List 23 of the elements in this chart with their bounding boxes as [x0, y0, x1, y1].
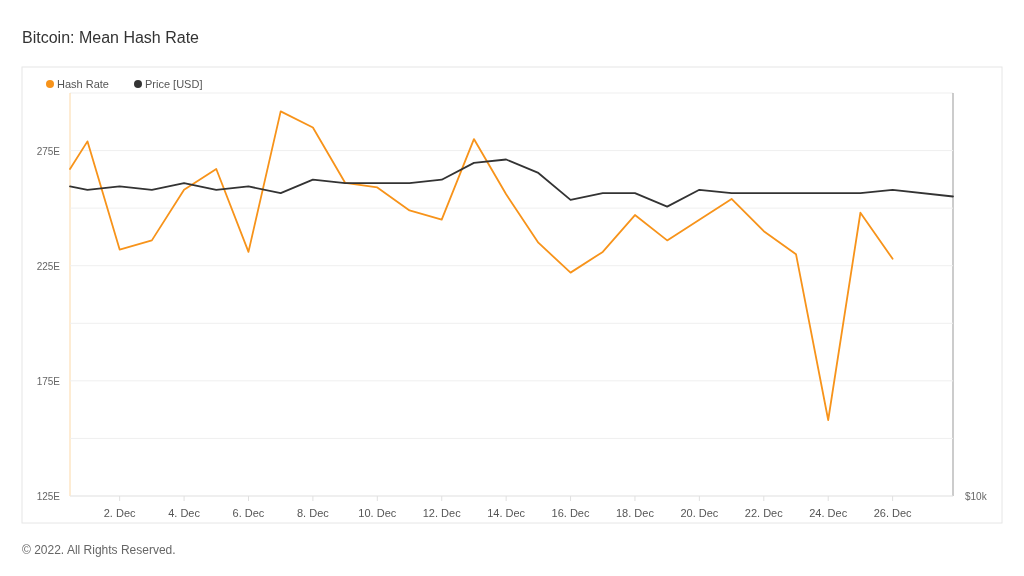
x-tick-label: 24. Dec	[809, 507, 848, 519]
line-series	[69, 110, 894, 421]
x-tick-label: 18. Dec	[616, 507, 655, 519]
x-tick-label: 4. Dec	[168, 507, 201, 519]
x-tick-label: 14. Dec	[487, 507, 526, 519]
text: $10k	[965, 491, 988, 502]
y-tick-label: 175E	[36, 375, 61, 387]
y-tick-label: 225E	[36, 260, 61, 272]
text: © 2022. All Rights Reserved.	[22, 543, 176, 557]
x-tick-label: 6. Dec	[232, 507, 265, 519]
chart-title: Bitcoin: Mean Hash Rate	[22, 29, 200, 46]
x-tick-label: 10. Dec	[358, 507, 397, 519]
x-tick-label: 16. Dec	[551, 507, 590, 519]
y-tick-label: 125E	[36, 491, 61, 502]
y-tick-label: 275E	[36, 145, 61, 157]
x-tick-label: 22. Dec	[744, 507, 784, 519]
x-tick-label: 20. Dec	[680, 507, 719, 519]
legend-label: Hash Rate	[57, 78, 109, 90]
legend-label: Price [USD]	[145, 78, 203, 90]
x-tick-label: 8. Dec	[296, 507, 330, 519]
x-tick-label: 12. Dec	[422, 507, 462, 519]
x-tick-label: 2. Dec	[103, 507, 137, 519]
x-tick-label: 26. Dec	[873, 507, 913, 519]
